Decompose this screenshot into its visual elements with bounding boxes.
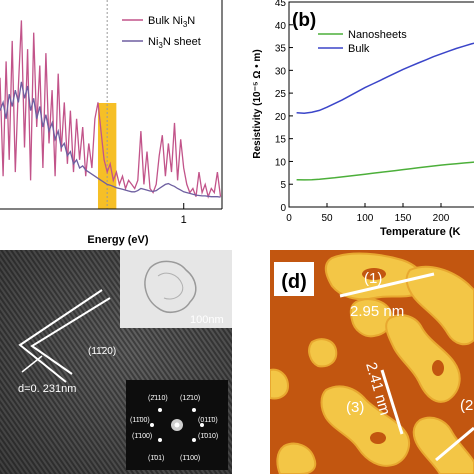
fft-spot-label: (12̄10) <box>180 395 200 402</box>
x-tick-label: 50 <box>321 213 333 224</box>
legend-label-nanosheets: Nanosheets <box>348 29 407 41</box>
dos-chart-svg: 1 Energy (eV) Bulk Ni3N Ni3N sheet <box>0 0 223 246</box>
dos-series-group <box>0 20 222 199</box>
spacing-arrow <box>21 355 43 373</box>
fft-spot-label: (1̄010) <box>198 433 218 440</box>
fft-spot-label: (11̄00) <box>130 417 150 424</box>
nanosheet-network <box>270 252 474 474</box>
legend-label-sheet: Ni3N sheet <box>148 36 201 50</box>
angle-marker-outer <box>18 289 103 383</box>
fft-spot-label: (1̄01) <box>148 455 164 462</box>
angle-marker-inner <box>30 297 111 375</box>
resistivity-chart-svg: 0 5 10 15 20 25 30 35 40 45 0 50 100 150 200 (b) Nanos… <box>252 0 474 238</box>
x-tick-label: 1 <box>181 214 187 226</box>
measure-line-2 <box>380 369 404 435</box>
legend-label-bulk: Bulk Ni3N <box>148 15 195 29</box>
legend: Nanosheets Bulk <box>318 29 407 55</box>
plot-frame <box>288 1 474 208</box>
lattice-spacing-label: d=0. 231nm <box>18 383 76 395</box>
y-tick-label: 40 <box>275 21 287 32</box>
y-tick-label: 30 <box>275 66 287 77</box>
x-tick-label: 0 <box>286 213 292 224</box>
y-tick-label: 20 <box>275 112 287 123</box>
panel-c-hrtem-image: (11̄20) d=0. 231nm 100nm (2̄110) (12̄10)… <box>0 250 232 474</box>
y-tick-label: 15 <box>275 135 287 146</box>
panel-b-resistivity-chart: 0 5 10 15 20 25 30 35 40 45 0 50 100 150 200 (b) Nanos… <box>232 0 474 250</box>
fft-spot-label: (2̄110) <box>148 395 168 402</box>
measure-value-1: 2.95 nm <box>350 303 404 320</box>
x-tick-label: 150 <box>395 213 412 224</box>
y-tick-label: 10 <box>275 157 287 168</box>
fft-spot-label: (1̄100) <box>132 433 152 440</box>
y-tick-label: 25 <box>275 89 287 100</box>
x-tick-label: 100 <box>357 213 374 224</box>
afm-svg: (d) (1) 2.95 nm 2.41 nm (3) (2 <box>270 250 474 474</box>
dos-series-line-1 <box>0 81 221 198</box>
x-axis-label: Energy (eV) <box>87 234 148 246</box>
miller-index-label: (11̄20) <box>88 346 116 357</box>
x-tick-label: 200 <box>433 213 450 224</box>
hrtem-svg: (11̄20) d=0. 231nm 100nm (2̄110) (12̄10)… <box>0 250 232 474</box>
panel-a-dos-chart: 1 Energy (eV) Bulk Ni3N Ni3N sheet <box>0 0 232 250</box>
y-axis-label: Resistivity (10⁻⁵ Ω • m) <box>252 49 263 158</box>
panel-label-b: (b) <box>292 10 316 31</box>
dos-series-line-0 <box>0 20 222 199</box>
legend: Bulk Ni3N Ni3N sheet <box>122 15 201 50</box>
x-axis-label: Temperature (K <box>380 226 461 238</box>
fft-spot-label: (1̄100) <box>180 455 200 462</box>
y-tick-label: 0 <box>280 203 286 214</box>
resistivity-ticks: 0 5 10 15 20 25 30 35 40 45 0 50 100 150 200 <box>275 0 450 224</box>
resistivity-series-line-0 <box>296 161 474 181</box>
panel-d-afm-image: (d) (1) 2.95 nm 2.41 nm (3) (2 <box>270 250 474 474</box>
measure-tag-3: (3) <box>346 399 364 416</box>
y-tick-label: 35 <box>275 44 287 55</box>
panel-label-d: (d) <box>281 271 307 293</box>
measure-tag-1: (1) <box>364 270 382 287</box>
y-tick-label: 5 <box>280 180 286 191</box>
sheet-outline <box>144 260 197 314</box>
scale-bar-label: 100nm <box>190 314 224 326</box>
resistivity-series-group <box>296 42 474 181</box>
measure-line-1 <box>339 272 435 298</box>
resistivity-series-line-1 <box>296 42 474 114</box>
measure-line-4 <box>435 426 474 462</box>
measure-tag-4: (2 <box>460 397 473 414</box>
sheet-inset: 100nm <box>120 250 232 328</box>
dos-x-ticks: 1 <box>181 203 187 226</box>
legend-label-bulk: Bulk <box>348 43 370 55</box>
fft-inset: (2̄110) (12̄10) (11̄00) (011̄0) (1̄100) … <box>126 380 228 470</box>
fft-spot-label: (011̄0) <box>198 417 218 424</box>
y-tick-label: 45 <box>275 0 287 9</box>
